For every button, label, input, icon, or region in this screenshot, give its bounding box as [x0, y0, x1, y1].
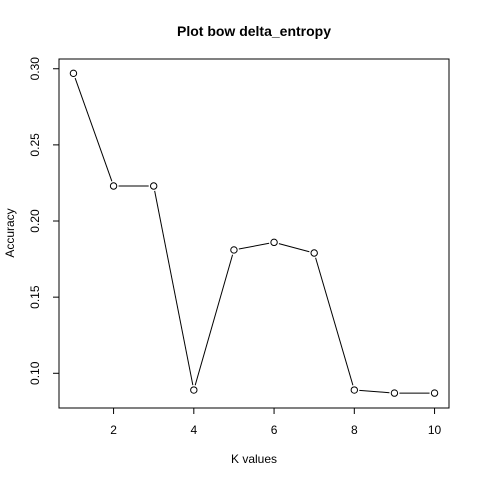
data-point	[270, 238, 278, 247]
x-tick-label: 6	[271, 423, 278, 437]
y-tick-label: 0.10	[28, 361, 42, 385]
x-tick-label: 8	[351, 423, 358, 437]
y-tick-label: 0.20	[28, 209, 42, 233]
data-point	[430, 389, 439, 397]
x-tick-label: 2	[110, 423, 117, 437]
y-axis-label: Accuracy	[3, 208, 17, 257]
series-segment	[154, 190, 194, 386]
data-point	[350, 386, 359, 394]
series-segment	[238, 242, 270, 250]
series-segment	[74, 77, 113, 182]
y-tick-label: 0.15	[28, 285, 42, 309]
data-point	[190, 386, 198, 394]
series-segment	[315, 257, 354, 386]
data-point	[69, 69, 78, 78]
x-tick-label: 10	[428, 423, 442, 437]
series-segment	[194, 254, 234, 386]
y-tick-label: 0.25	[28, 133, 42, 157]
x-axis: 2 4 6 8 10	[110, 407, 442, 437]
y-tick-label: 0.30	[28, 57, 42, 81]
data-point	[230, 246, 238, 254]
data-point	[310, 249, 318, 257]
series-segment	[359, 389, 390, 394]
series-line	[69, 69, 439, 397]
y-axis: 0.10 0.15 0.20 0.25 0.30	[28, 57, 60, 385]
data-point	[149, 182, 158, 190]
data-point	[109, 182, 118, 190]
chart-title: Plot bow delta_entropy	[177, 23, 331, 39]
data-point	[390, 389, 399, 397]
plot-box	[58, 58, 450, 409]
x-tick-label: 4	[190, 423, 197, 437]
series-segment	[278, 243, 310, 253]
x-axis-label: K values	[231, 452, 277, 466]
